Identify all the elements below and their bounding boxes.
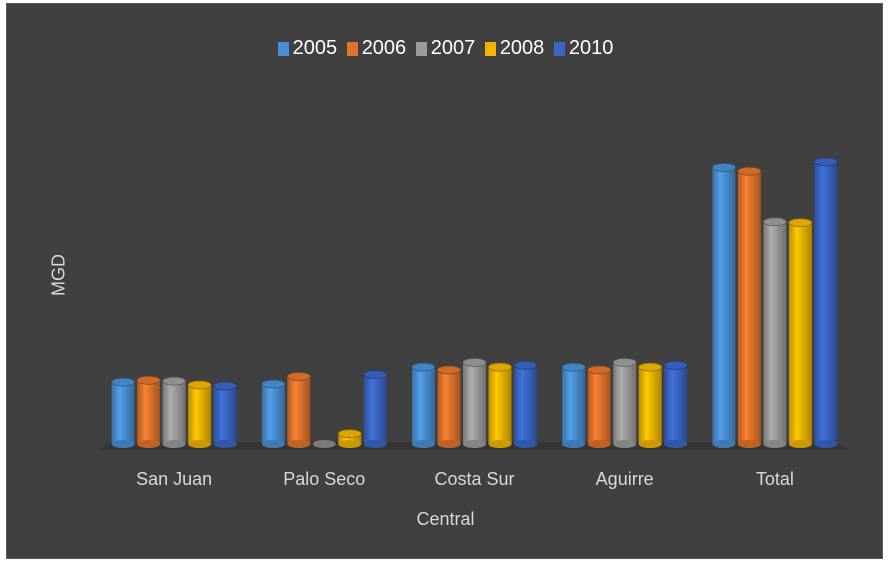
- bar-2008-costa-sur: [488, 362, 512, 448]
- bar-2006-costa-sur: [437, 365, 461, 448]
- legend-item-2005: 2005: [277, 37, 338, 60]
- chart-area: 2005 2006 2007 2008 2010 MGD San Juan Pal…: [6, 3, 883, 559]
- bar-2005-san-juan: [111, 377, 135, 448]
- x-tick-label: Costa Sur: [434, 469, 514, 489]
- bar-2006-total: [737, 166, 762, 448]
- legend-swatch-2010: [553, 41, 565, 56]
- bar-2005-costa-sur: [411, 362, 436, 448]
- legend-swatch-2005: [277, 41, 289, 56]
- bar-2006-aguirre: [587, 365, 612, 448]
- bar-2007-total: [763, 217, 787, 448]
- x-axis-title: Central: [416, 509, 475, 529]
- legend-label-2007: 2007: [430, 37, 476, 59]
- bar-2006-palo-seco: [286, 372, 311, 448]
- bar-2007-aguirre: [612, 358, 637, 448]
- bar-2005-total: [712, 163, 736, 448]
- bar-2010-costa-sur: [513, 360, 538, 448]
- legend-item-2010: 2010: [553, 37, 614, 60]
- bar-2007-san-juan: [162, 376, 187, 448]
- legend-label-2006: 2006: [361, 37, 407, 59]
- chart-legend: 2005 2006 2007 2008 2010: [7, 37, 884, 62]
- legend-swatch-2006: [346, 41, 358, 56]
- bar-2005-aguirre: [561, 362, 586, 448]
- bar-2010-san-juan: [213, 381, 238, 448]
- x-tick-label: Total: [756, 469, 794, 489]
- bar-2010-palo-seco: [363, 370, 388, 448]
- legend-swatch-2008: [484, 41, 496, 56]
- x-tick-label: Aguirre: [596, 469, 654, 489]
- legend-label-2010: 2010: [568, 37, 614, 59]
- bar-2008-total: [788, 218, 813, 448]
- bar-2007-costa-sur: [462, 358, 487, 448]
- bar-2010-aguirre: [663, 360, 688, 448]
- legend-item-2006: 2006: [346, 37, 407, 60]
- bar-2010-total: [814, 157, 838, 448]
- x-tick-label: Palo Seco: [283, 469, 365, 489]
- legend-swatch-2007: [415, 41, 427, 56]
- x-tick-label: San Juan: [136, 469, 212, 489]
- bar-2006-san-juan: [136, 375, 161, 448]
- legend-label-2008: 2008: [499, 37, 545, 59]
- legend-item-2007: 2007: [415, 37, 476, 60]
- legend-label-2005: 2005: [292, 37, 338, 59]
- bar-2008-aguirre: [638, 362, 663, 448]
- bar-2007-palo-seco: [312, 440, 336, 448]
- legend-item-2008: 2008: [484, 37, 545, 60]
- bar-2008-palo-seco: [337, 429, 362, 448]
- bar-2005-palo-seco: [261, 379, 286, 448]
- plot-area: San Juan Palo Seco Costa Sur Aguirre Total: [99, 157, 850, 489]
- bar-2008-san-juan: [187, 380, 212, 448]
